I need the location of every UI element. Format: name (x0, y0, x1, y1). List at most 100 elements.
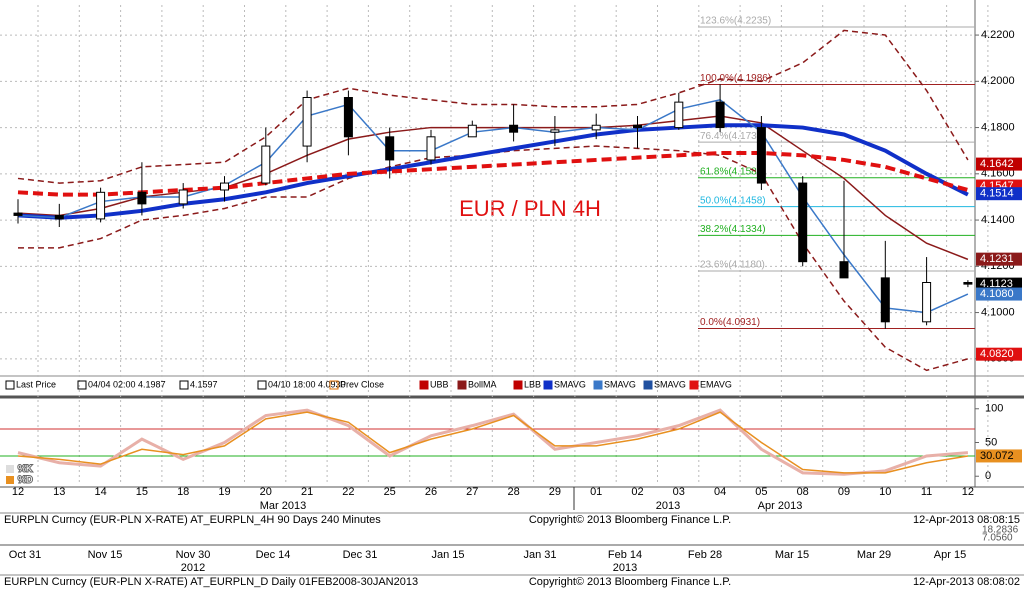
overlay-line (17, 29, 969, 184)
x-tick-label: 08 (797, 486, 809, 498)
price-marker-label: 4.1231 (980, 253, 1014, 265)
candle-body (509, 124, 519, 133)
candle-body (137, 191, 147, 205)
legend-swatch (6, 465, 14, 473)
candle-body (302, 97, 312, 147)
candle-body (178, 189, 188, 205)
legend-label: LBB (524, 379, 541, 389)
legend-swatch (179, 380, 189, 390)
fib-label: 50.0%(4.1458) (700, 195, 766, 206)
price-marker-label: 4.1080 (980, 288, 1014, 300)
y-tick-label: 4.2200 (981, 29, 1015, 41)
mini-year-label: 2013 (613, 562, 637, 574)
mini-year-label: 2012 (181, 562, 205, 574)
x-tick-label: 05 (755, 486, 767, 498)
x-tick-label: 18 (177, 486, 189, 498)
mini-x-label: Mar 29 (857, 549, 891, 561)
price-marker-label: 4.1514 (980, 188, 1014, 200)
candle-body (220, 182, 229, 191)
mini-x-label: Feb 14 (608, 549, 642, 561)
mini-x-label: Nov 30 (176, 549, 211, 561)
stoch-line (17, 408, 969, 476)
x-tick-label: 04 (714, 486, 726, 498)
overlay-line (17, 151, 969, 197)
price-marker (976, 347, 1022, 361)
candle-body (798, 182, 808, 263)
x-tick-label: 26 (425, 486, 437, 498)
fib-label: 0.0%(4.0931) (700, 317, 760, 328)
y-tick-label: 0 (985, 470, 991, 482)
x-tick-label: 15 (136, 486, 148, 498)
candle-body (880, 277, 890, 323)
y-tick-label: 4.1600 (981, 168, 1015, 180)
x-tick-label: 25 (384, 486, 396, 498)
price-marker-label: 4.0820 (980, 348, 1014, 360)
fib-label: 61.8%(4.1583) (700, 166, 766, 177)
fib-label: 100.0%(4.1986) (700, 73, 771, 84)
footer-center: Copyright© 2013 Bloomberg Finance L.P. (529, 576, 731, 588)
x-tick-label: 02 (631, 486, 643, 498)
candle-body (550, 129, 560, 133)
x-tick-label: 20 (260, 486, 272, 498)
overlay-line (17, 99, 969, 314)
candle-body (426, 136, 436, 161)
legend-swatch (257, 380, 267, 390)
mini-right-label: 18.2836 (982, 525, 1019, 536)
footer-left: EURPLN Curncy (EUR-PLN X-RATE) AT_EURPLN… (4, 514, 381, 526)
price-marker-label: 4.1123 (980, 278, 1013, 290)
legend-label: BollMA (468, 379, 497, 389)
x-tick-label: 28 (507, 486, 519, 498)
stoch-marker (976, 449, 1022, 463)
legend-label: EMAVG (700, 379, 732, 389)
legend-swatch (513, 380, 523, 390)
candle-body (633, 124, 642, 129)
x-tick-label: 09 (838, 486, 850, 498)
legend-label: Prev Close (340, 379, 384, 389)
legend-swatch (643, 380, 653, 390)
fib-label: 38.2%(4.1334) (700, 224, 766, 235)
x-tick-label: 12 (962, 486, 974, 498)
mini-x-label: Mar 15 (775, 549, 809, 561)
y-tick-label: 4.1800 (981, 121, 1015, 133)
legend-label: SMAVG (554, 379, 586, 389)
chart-title: EUR / PLN 4H (459, 196, 601, 221)
mini-x-label: Feb 28 (688, 549, 722, 561)
legend-swatch (329, 380, 339, 390)
candle-body (385, 136, 395, 161)
x-tick-label: 21 (301, 486, 313, 498)
footer-right: 12-Apr-2013 08:08:15 (913, 514, 1020, 526)
mini-x-label: Dec 31 (343, 549, 378, 561)
legend-label: 4.1597 (190, 379, 218, 389)
price-marker-label: 4.1642 (980, 158, 1014, 170)
mini-x-label: Jan 31 (523, 549, 556, 561)
stoch-marker-label: 30.072 (980, 450, 1014, 462)
legend-swatch (77, 380, 87, 390)
legend-label: %D (18, 474, 33, 484)
candle-body (591, 124, 601, 131)
price-marker (976, 252, 1022, 266)
stoch-line (17, 411, 969, 474)
fib-label: 123.6%(4.2235) (700, 16, 771, 27)
candle-body (343, 97, 353, 138)
legend-swatch (543, 380, 553, 390)
legend-swatch (457, 380, 467, 390)
mini-x-label: Nov 15 (88, 549, 123, 561)
y-tick-label: 50 (985, 436, 997, 448)
legend-label: 04/10 18:00 4.0930 (268, 379, 346, 389)
month-label: Apr 2013 (758, 500, 803, 512)
x-tick-label: 27 (466, 486, 478, 498)
legend-label: Last Price (16, 379, 56, 389)
legend-label: %K (18, 463, 32, 473)
y-tick-label: 100 (985, 403, 1003, 415)
legend-swatch (689, 380, 699, 390)
overlay-line (17, 115, 969, 261)
legend-swatch (419, 380, 429, 390)
month-label: Mar 2013 (260, 500, 306, 512)
x-tick-label: 03 (673, 486, 685, 498)
footer-left: EURPLN Curncy (EUR-PLN X-RATE) AT_EURPLN… (4, 576, 418, 588)
candle-body (756, 127, 766, 184)
x-tick-label: 13 (53, 486, 65, 498)
candle-body (922, 282, 932, 323)
overlay-line (17, 123, 969, 220)
